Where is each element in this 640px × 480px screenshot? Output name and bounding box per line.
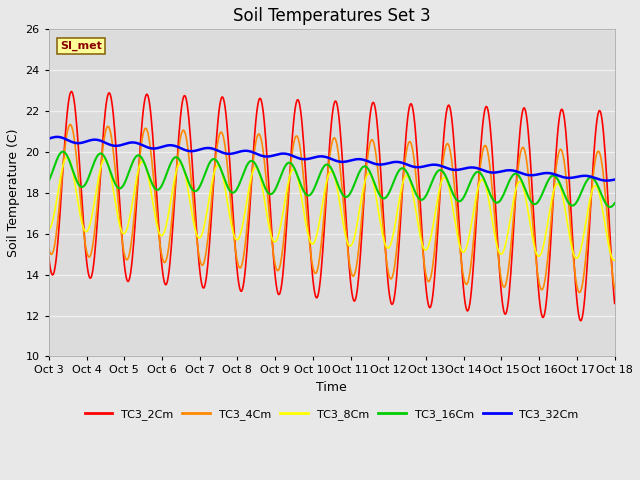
TC3_16Cm xyxy=(59,149,67,155)
Text: SI_met: SI_met xyxy=(60,41,102,51)
TC3_32Cm xyxy=(172,143,179,149)
TC3_16Cm xyxy=(45,178,52,184)
TC3_32Cm xyxy=(45,136,52,142)
TC3_4Cm xyxy=(401,156,409,162)
TC3_32Cm xyxy=(603,178,611,183)
TC3_32Cm xyxy=(611,177,618,182)
TC3_4Cm xyxy=(611,286,618,291)
TC3_32Cm xyxy=(418,164,426,170)
Legend: TC3_2Cm, TC3_4Cm, TC3_8Cm, TC3_16Cm, TC3_32Cm: TC3_2Cm, TC3_4Cm, TC3_8Cm, TC3_16Cm, TC3… xyxy=(80,405,583,424)
TC3_16Cm xyxy=(55,152,63,158)
TC3_4Cm xyxy=(45,245,52,251)
TC3_2Cm xyxy=(401,142,409,148)
X-axis label: Time: Time xyxy=(316,381,347,394)
TC3_16Cm xyxy=(202,170,209,176)
TC3_8Cm xyxy=(45,227,52,232)
TC3_4Cm xyxy=(172,177,179,182)
TC3_2Cm xyxy=(68,89,76,95)
TC3_4Cm xyxy=(575,289,583,295)
TC3_2Cm xyxy=(55,224,63,230)
TC3_2Cm xyxy=(577,318,584,324)
TC3_8Cm xyxy=(63,154,70,160)
TC3_2Cm xyxy=(202,280,209,286)
TC3_16Cm xyxy=(606,204,614,210)
Line: TC3_16Cm: TC3_16Cm xyxy=(49,152,614,207)
TC3_32Cm xyxy=(114,143,122,149)
TC3_32Cm xyxy=(54,134,61,140)
TC3_2Cm xyxy=(114,176,122,181)
TC3_16Cm xyxy=(401,167,409,173)
Line: TC3_2Cm: TC3_2Cm xyxy=(49,92,614,321)
Line: TC3_8Cm: TC3_8Cm xyxy=(49,157,614,260)
TC3_16Cm xyxy=(172,155,179,160)
TC3_8Cm xyxy=(611,257,618,263)
TC3_16Cm xyxy=(611,200,618,206)
TC3_4Cm xyxy=(55,205,63,211)
TC3_2Cm xyxy=(45,254,52,260)
TC3_4Cm xyxy=(114,197,122,203)
TC3_8Cm xyxy=(55,183,63,189)
Line: TC3_32Cm: TC3_32Cm xyxy=(49,137,614,180)
TC3_32Cm xyxy=(56,134,63,140)
TC3_8Cm xyxy=(172,172,179,178)
TC3_8Cm xyxy=(418,240,426,246)
Y-axis label: Soil Temperature (C): Soil Temperature (C) xyxy=(7,129,20,257)
TC3_32Cm xyxy=(202,145,209,151)
TC3_2Cm xyxy=(172,182,179,188)
TC3_16Cm xyxy=(418,197,426,203)
TC3_4Cm xyxy=(66,121,74,127)
Title: Soil Temperatures Set 3: Soil Temperatures Set 3 xyxy=(233,7,431,25)
Line: TC3_4Cm: TC3_4Cm xyxy=(49,124,614,292)
TC3_8Cm xyxy=(114,215,122,221)
TC3_2Cm xyxy=(611,300,618,306)
TC3_8Cm xyxy=(202,217,209,223)
TC3_4Cm xyxy=(202,253,209,259)
TC3_16Cm xyxy=(114,185,122,191)
TC3_4Cm xyxy=(418,239,426,244)
TC3_32Cm xyxy=(401,161,409,167)
TC3_2Cm xyxy=(418,227,426,233)
TC3_8Cm xyxy=(401,174,409,180)
